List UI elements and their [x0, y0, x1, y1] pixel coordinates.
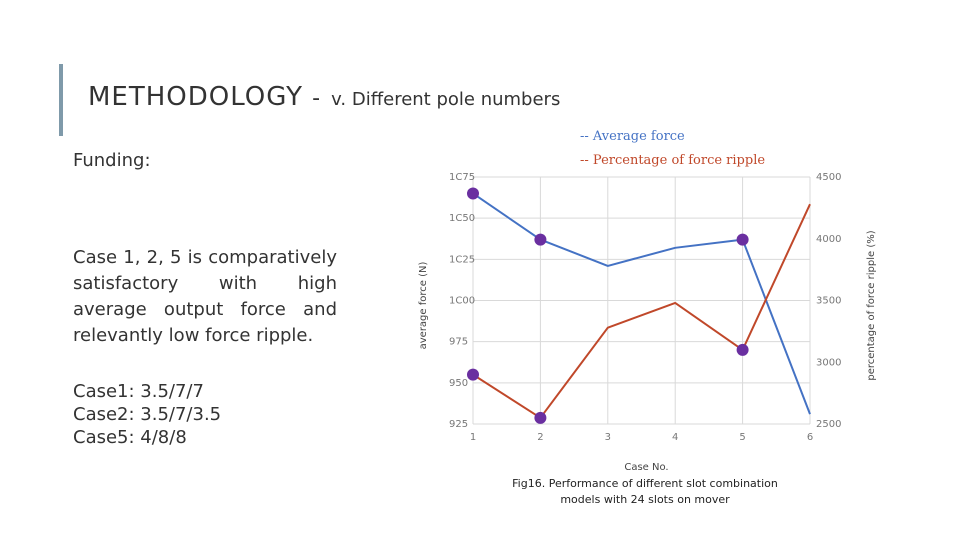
left-tick-label: 1C25: [449, 254, 475, 265]
marker-point-average-force: [534, 233, 547, 246]
slide-subtitle: v. Different pole numbers: [331, 89, 561, 110]
legend-average-force: -- Average force: [580, 129, 685, 144]
case-list: Case1: 3.5/7/7 Case2: 3.5/7/3.5 Case5: 4…: [73, 380, 221, 449]
y-axis-title-right: percentage of force ripple (%): [866, 230, 877, 380]
funding-label: Funding:: [73, 150, 151, 171]
x-tick-label: 5: [739, 432, 745, 443]
case-item-5: Case5: 4/8/8: [73, 427, 187, 448]
accent-bar: [59, 64, 63, 136]
legend-force-ripple: -- Percentage of force ripple: [580, 153, 766, 168]
left-tick-label: 1C00: [449, 296, 475, 307]
right-tick-label: 4500: [816, 172, 841, 183]
title-row: METHODOLOGY - v. Different pole numbers: [88, 82, 560, 112]
marker-point-force-ripple: [534, 411, 547, 424]
case-item-2: Case2: 3.5/7/3.5: [73, 404, 222, 425]
marker-point-average-force: [736, 233, 749, 246]
x-tick-label: 4: [672, 432, 678, 443]
x-tick-label: 6: [807, 432, 813, 443]
left-tick-label: 1C50: [449, 213, 475, 224]
x-axis-title: Case No.: [624, 462, 668, 473]
right-tick-label: 4000: [816, 234, 841, 245]
title-separator: -: [312, 86, 321, 111]
left-tick-label: 925: [449, 419, 468, 430]
series-line-average-force: [472, 192, 811, 415]
marker-point-force-ripple: [736, 343, 749, 356]
chart-legend: -- Average force -- Percentage of force …: [580, 125, 765, 173]
x-tick-label: 1: [470, 432, 476, 443]
x-tick-label: 2: [537, 432, 543, 443]
x-tick-label: 3: [605, 432, 611, 443]
left-tick-label: 975: [449, 337, 468, 348]
marker-point-force-ripple: [467, 368, 479, 381]
caption-line-1: Fig16. Performance of different slot com…: [512, 477, 778, 490]
caption-line-2: models with 24 slots on mover: [560, 493, 730, 506]
right-tick-label: 2500: [816, 419, 841, 430]
left-tick-label: 950: [449, 378, 468, 389]
case-item-1: Case1: 3.5/7/7: [73, 381, 204, 402]
slide-title: METHODOLOGY: [88, 82, 304, 112]
summary-paragraph: Case 1, 2, 5 is comparatively satisfacto…: [73, 247, 337, 346]
marker-point-average-force: [467, 187, 479, 200]
y-axis-title-left: average force (N): [418, 262, 429, 350]
left-tick-label: 1C75: [449, 172, 475, 183]
right-tick-label: 3500: [816, 296, 841, 307]
series-line-force-ripple: [472, 203, 811, 419]
figure-caption: Fig16. Performance of different slot com…: [490, 476, 800, 508]
right-tick-label: 3000: [816, 357, 841, 368]
